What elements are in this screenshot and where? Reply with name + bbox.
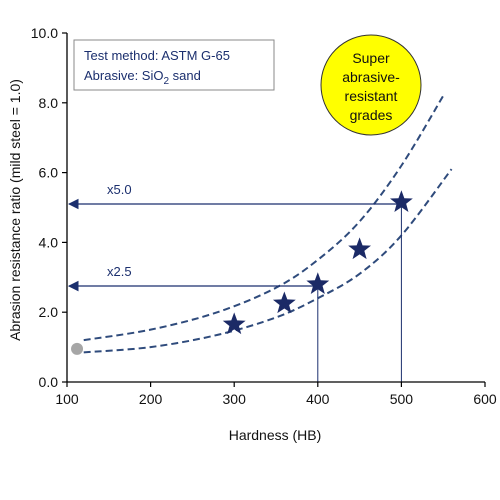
x-tick-label: 300 [223, 391, 247, 407]
lower-band-curve [83, 168, 453, 354]
badge-line-1: Super [352, 50, 390, 66]
test-method-text: Test method: ASTM G-65 [84, 48, 230, 63]
star-data-point [222, 312, 246, 335]
x-axis-title: Hardness (HB) [229, 427, 322, 443]
y-tick-label: 10.0 [31, 25, 58, 41]
x-tick-label: 200 [139, 391, 163, 407]
data-points [71, 190, 413, 355]
mild-steel-data-point [71, 342, 84, 355]
y-tick-label: 2.0 [39, 304, 59, 320]
reference-lines: x2.5 x5.0 [67, 182, 402, 382]
reference-multiplier-label: x5.0 [107, 182, 132, 197]
badge-line-2: abrasive- [342, 69, 400, 85]
x-tick-label: 500 [390, 391, 414, 407]
x-axis-ticks: 100 200 300 400 500 600 [55, 382, 497, 407]
reference-multiplier-label: x2.5 [107, 264, 132, 279]
abrasive-label: Abrasive: SiO [84, 68, 163, 83]
abrasive-text: Abrasive: SiO2 sand [84, 68, 201, 87]
star-data-point [272, 291, 296, 314]
badge-circle [320, 34, 422, 136]
badge-line-3: resistant [345, 88, 398, 104]
y-axis-ticks: 0.0 2.0 4.0 6.0 8.0 10.0 [31, 25, 67, 390]
x-tick-label: 100 [55, 391, 79, 407]
y-tick-label: 4.0 [39, 234, 59, 250]
y-tick-label: 6.0 [39, 165, 59, 181]
star-data-point [348, 237, 372, 260]
super-grade-badge: Super abrasive- resistant grades [320, 34, 422, 136]
abrasive-subscript: 2 [163, 76, 169, 87]
test-info-box-frame [73, 39, 275, 91]
y-axis-title: Abrasion resistance ratio (mild steel = … [7, 79, 23, 341]
abrasive-suffix: sand [169, 68, 201, 83]
test-info-box: Test method: ASTM G-65 Abrasive: SiO2 sa… [73, 39, 275, 91]
x-tick-label: 600 [473, 391, 497, 407]
x-tick-label: 400 [306, 391, 330, 407]
y-tick-label: 8.0 [39, 95, 59, 111]
y-tick-label: 0.0 [39, 374, 59, 390]
upper-band-curve [83, 95, 445, 342]
band-curves [83, 95, 453, 354]
star-data-point [306, 272, 330, 294]
badge-line-4: grades [350, 107, 393, 123]
axes [66, 33, 485, 383]
star-data-point [389, 190, 413, 212]
